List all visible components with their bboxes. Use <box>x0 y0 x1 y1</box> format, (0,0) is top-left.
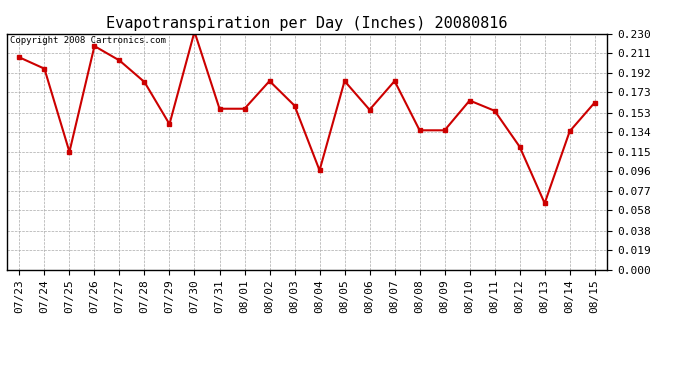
Text: Copyright 2008 Cartronics.com: Copyright 2008 Cartronics.com <box>10 36 166 45</box>
Title: Evapotranspiration per Day (Inches) 20080816: Evapotranspiration per Day (Inches) 2008… <box>106 16 508 31</box>
